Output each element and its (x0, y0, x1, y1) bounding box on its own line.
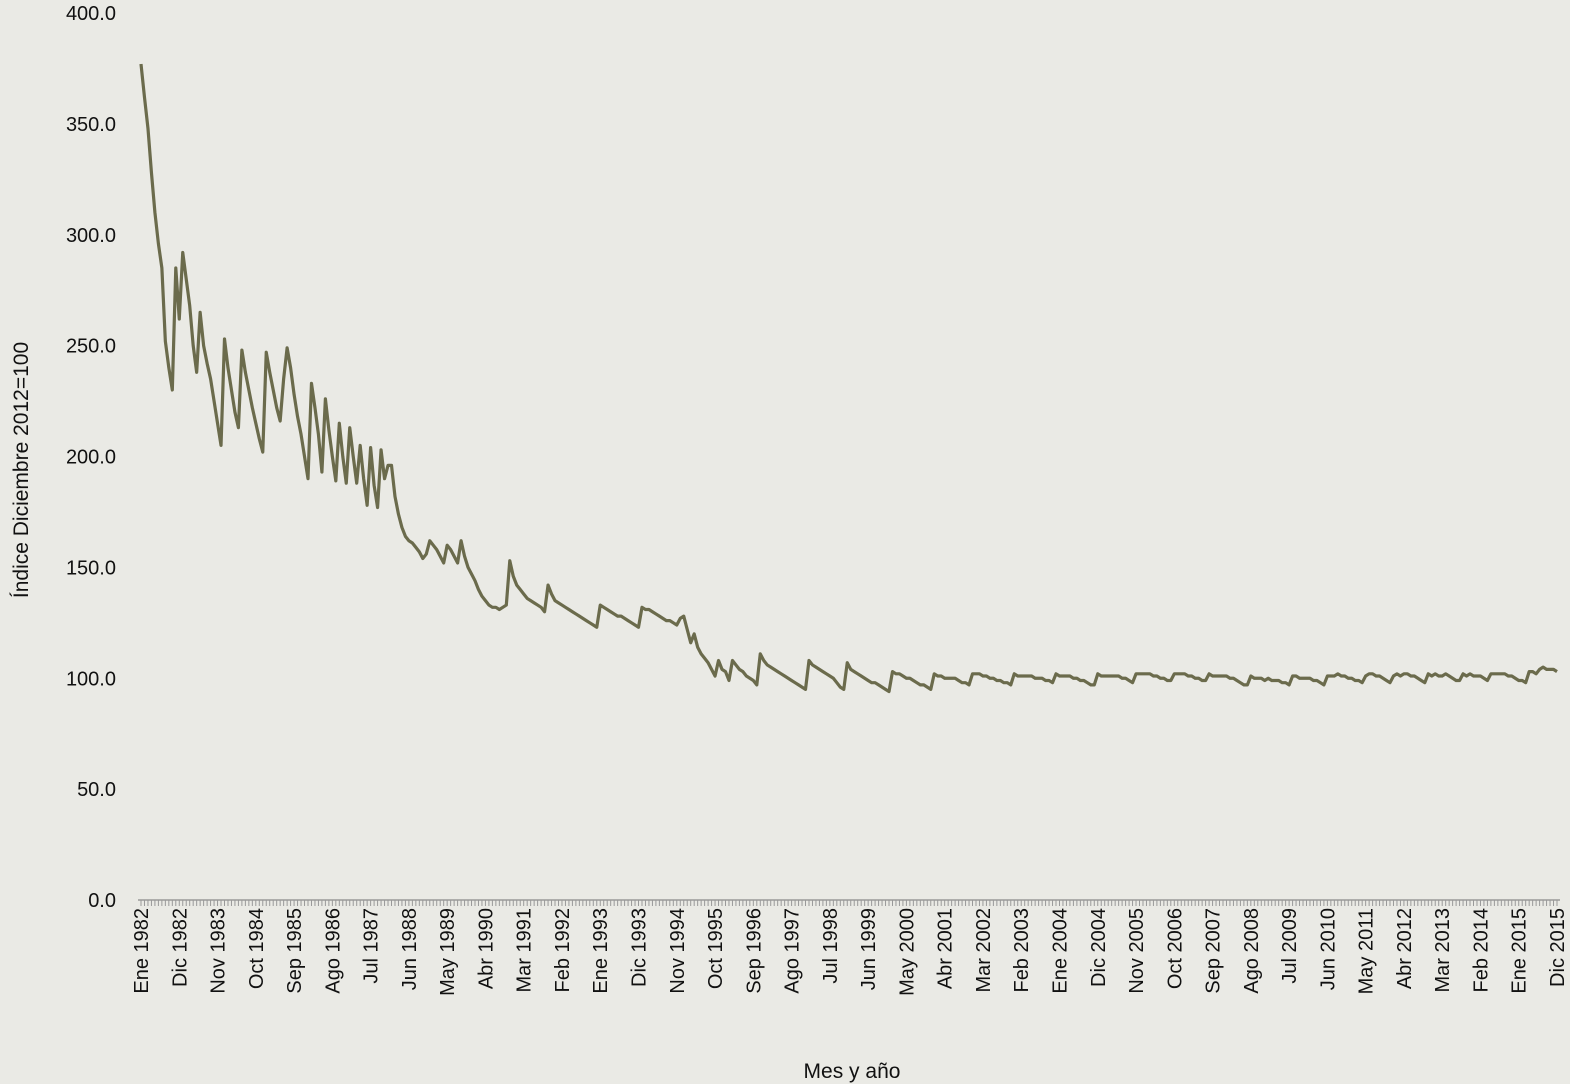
x-tick-label: Jun 1988 (399, 908, 421, 990)
x-tick-label: May 2011 (1356, 908, 1378, 994)
x-tick-label: Dic 1993 (629, 908, 651, 987)
y-tick-label: 350.0 (66, 114, 116, 136)
x-tick-label: Abr 2012 (1394, 908, 1416, 989)
x-tick-label: Dic 1982 (169, 908, 191, 987)
x-tick-label: Mar 2013 (1432, 908, 1454, 993)
x-tick-label: Dic 2004 (1088, 908, 1110, 987)
y-tick-label: 200.0 (66, 447, 116, 469)
x-tick-label: Feb 1992 (552, 908, 574, 993)
y-tick-label: 50.0 (77, 779, 116, 801)
x-tick-label: Abr 1990 (475, 908, 497, 989)
x-tick-label: Feb 2003 (1011, 908, 1033, 993)
x-axis-title: Mes y año (804, 1060, 901, 1083)
y-tick-label: 400.0 (66, 3, 116, 25)
x-tick-label: Nov 2005 (1126, 908, 1148, 994)
x-tick-label: Oct 2006 (1164, 908, 1186, 989)
line-series (139, 63, 1558, 694)
x-tick-label: Sep 1996 (743, 908, 765, 994)
x-tick-label: Feb 2014 (1470, 908, 1492, 993)
x-tick-label: Jul 1987 (361, 908, 383, 984)
x-tick-label: Ago 2008 (1241, 908, 1263, 994)
x-tick-label: Dic 2015 (1547, 908, 1569, 987)
y-tick-label: 150.0 (66, 557, 116, 579)
x-tick-label: Oct 1984 (246, 908, 268, 989)
x-tick-label: Nov 1983 (208, 908, 230, 994)
x-tick-label: Jun 2010 (1317, 908, 1339, 990)
x-tick-label: Abr 2001 (935, 908, 957, 989)
x-tick-label: Oct 1995 (705, 908, 727, 989)
x-tick-label: Ago 1986 (322, 908, 344, 994)
x-tick-label: Sep 2007 (1203, 908, 1225, 994)
x-tick-label: Ene 1982 (131, 908, 153, 994)
x-tick-label: Mar 1991 (514, 908, 536, 993)
x-tick-label: Jul 2009 (1279, 908, 1301, 984)
y-tick-label: 100.0 (66, 668, 116, 690)
y-tick-label: 300.0 (66, 225, 116, 247)
x-tick-label: Jul 1998 (820, 908, 842, 984)
x-tick-label: Mar 2002 (973, 908, 995, 993)
x-tick-label: Ene 1993 (590, 908, 612, 994)
x-tick-label: Ene 2004 (1049, 908, 1071, 994)
y-tick-label: 0.0 (88, 890, 116, 912)
x-tick-label: Jun 1999 (858, 908, 880, 990)
x-tick-label: Ene 2015 (1509, 908, 1531, 994)
x-tick-label: Nov 1994 (667, 908, 689, 994)
x-tick-label: Sep 1985 (284, 908, 306, 994)
y-axis-title: Índice Diciembre 2012=100 (10, 342, 33, 598)
x-tick-label: May 1989 (437, 908, 459, 996)
x-tick-label: Ago 1997 (782, 908, 804, 994)
x-tick-label: May 2000 (896, 908, 918, 996)
y-tick-label: 250.0 (66, 336, 116, 358)
